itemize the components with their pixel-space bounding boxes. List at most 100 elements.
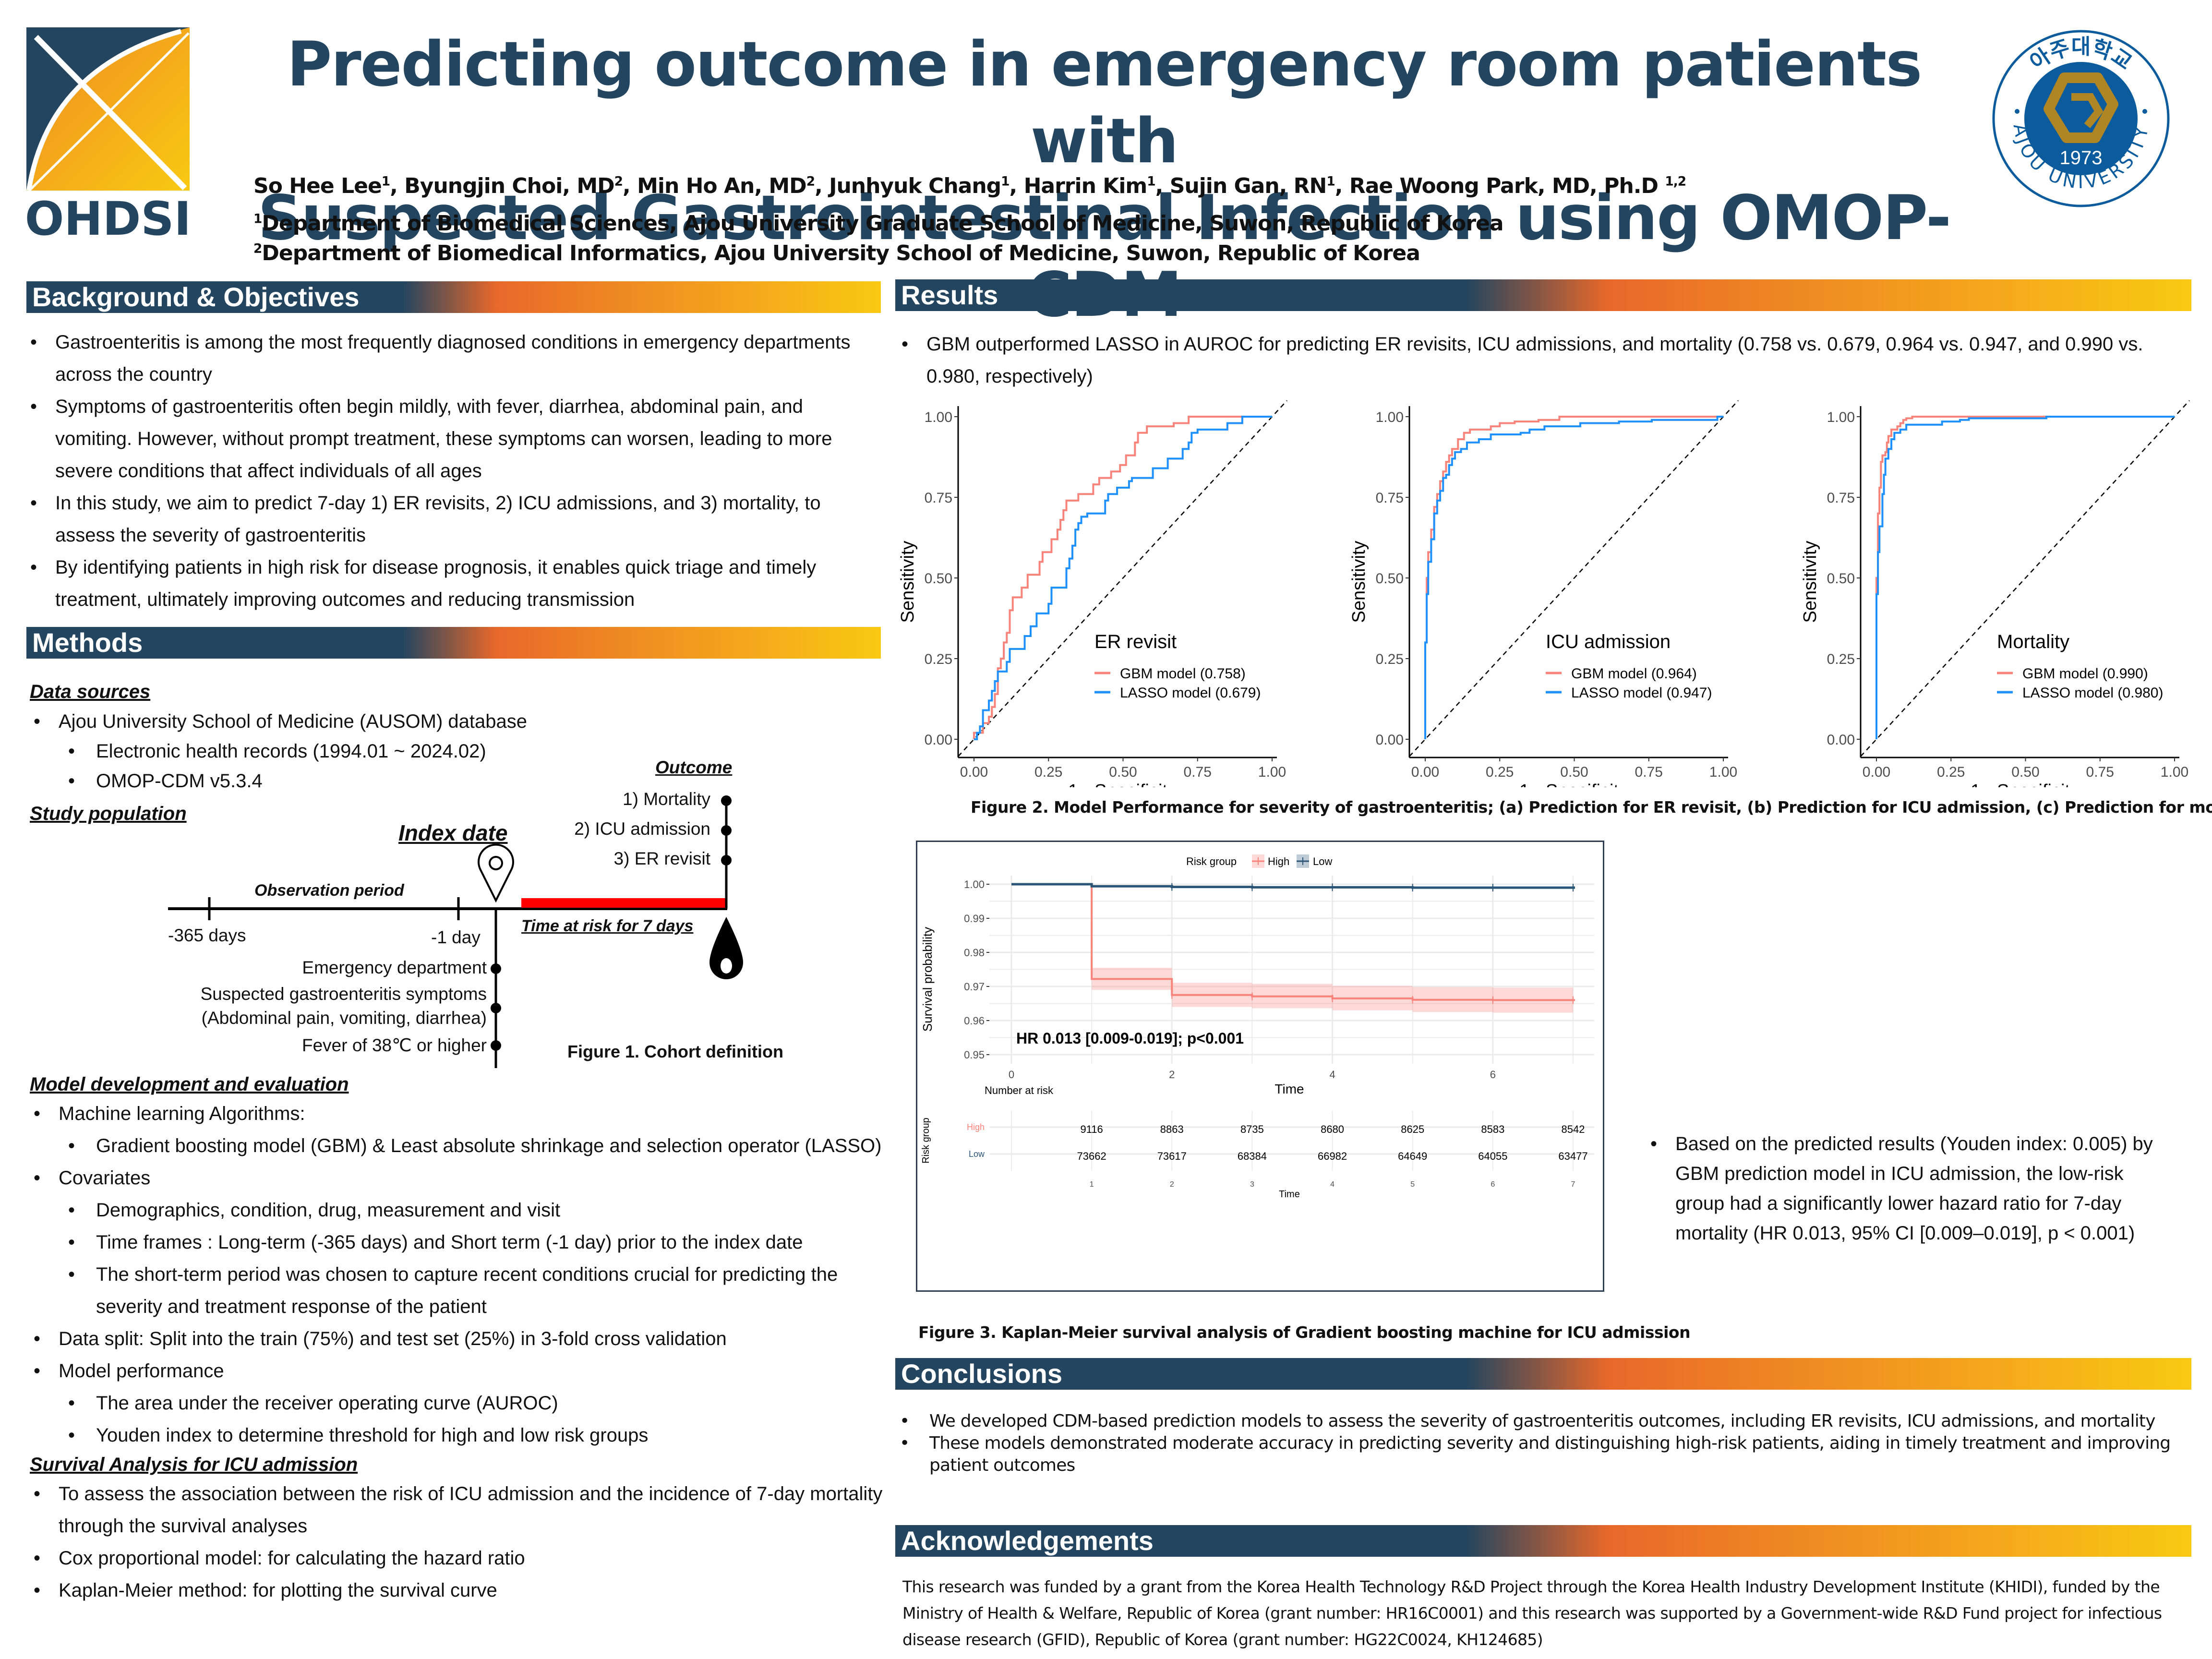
criteria-dot <box>491 1040 501 1051</box>
time-at-risk-bar <box>521 898 725 908</box>
time-at-risk-label: Time at risk for 7 days <box>521 917 694 935</box>
y-tick-label: 1.00 <box>925 409 952 425</box>
data-sources-section: Data sources Ajou University School of M… <box>30 677 884 829</box>
model-development-item: Machine learning Algorithms: <box>30 1098 884 1130</box>
x-tick-label: 1.00 <box>1709 764 1737 780</box>
survival-bullet: Cox proportional model: for calculating … <box>30 1542 884 1575</box>
ajou-university-seal-icon: 1973 아주대학교 AJOU UNIVERSITY <box>1992 30 2170 207</box>
location-pin-icon <box>478 843 514 903</box>
conclusions-bullets: We developed CDM-based prediction models… <box>896 1410 2192 1477</box>
risk-table-value: 73617 <box>1157 1150 1187 1162</box>
km-result-bullet: Based on the predicted results (Youden i… <box>1647 1129 2170 1248</box>
x-tick-label: 0.75 <box>1635 764 1663 780</box>
y-tick-label: 0.25 <box>1376 651 1404 667</box>
reference-diagonal <box>958 400 1287 757</box>
km-legend-label-low: Low <box>1313 855 1332 867</box>
ohdsi-logo-text: OHDSI <box>26 192 191 239</box>
data-source-bullet: Ajou University School of Medicine (AUSO… <box>30 707 884 736</box>
x-tick-label: 1.00 <box>2161 764 2188 780</box>
survival-bullet: Kaplan-Meier method: for plotting the su… <box>30 1575 884 1607</box>
figure-3-caption: Figure 3. Kaplan-Meier survival analysis… <box>918 1323 1691 1342</box>
model-development-section: Model development and evaluation Machine… <box>30 1071 884 1607</box>
risk-table-value: 8583 <box>1481 1123 1504 1135</box>
y-tick-label: 0.25 <box>1827 651 1855 667</box>
km-y-tick-label: 0.97 <box>964 981 985 993</box>
y-tick-label: 0.50 <box>925 571 952 587</box>
results-heading: Results <box>895 279 2191 311</box>
model-development-item: Time frames : Long-term (-365 days) and … <box>30 1226 884 1259</box>
criteria-label: Fever of 38℃ or higher <box>301 1035 487 1055</box>
risk-table-value: 8625 <box>1401 1123 1424 1135</box>
outcome-dot <box>721 825 732 836</box>
conclusion-bullet: These models demonstrated moderate accur… <box>896 1432 2192 1477</box>
risk-table-title: Number at risk <box>985 1084 1054 1096</box>
conclusion-bullet: We developed CDM-based prediction models… <box>896 1410 2192 1432</box>
seal-year: 1973 <box>2060 147 2103 168</box>
outcome-label: 3) ER revisit <box>613 849 710 868</box>
y-tick-label: 0.00 <box>925 732 952 748</box>
km-x-tick-label: 0 <box>1009 1069 1014 1081</box>
legend-label: LASSO model (0.679) <box>1120 685 1261 701</box>
data-source-sub: Electronic health records (1994.01 ~ 202… <box>30 736 884 766</box>
ohdsi-logo: OHDSI <box>25 27 192 246</box>
risk-table-x-tick: 1 <box>1090 1180 1094 1189</box>
criteria-dot <box>491 1003 501 1013</box>
survival-analysis-title: Survival Analysis for ICU admission <box>30 1454 358 1475</box>
ajou-university-logo: 1973 아주대학교 AJOU UNIVERSITY <box>1987 25 2175 212</box>
outcome-label: 1) Mortality <box>623 789 710 809</box>
roc-chart-er-revisit: 0.00 0.00 0.25 0.25 0.50 0.50 0.75 0.75 1.00 1.00… <box>890 394 1298 801</box>
title-line-1: Predicting outcome in emergency room pat… <box>287 29 1923 177</box>
author: Junhyuk Chang1 <box>829 174 1010 198</box>
drop-icon <box>709 917 743 979</box>
reference-diagonal <box>1409 400 1739 757</box>
model-development-list: Machine learning Algorithms:Gradient boo… <box>30 1098 884 1452</box>
y-tick-label: 0.75 <box>1376 490 1404 506</box>
observation-period-label: Observation period <box>254 881 404 900</box>
y-tick-label: 0.25 <box>925 651 952 667</box>
outcome-label: 2) ICU admission <box>574 819 710 839</box>
risk-table-group-label: Low <box>969 1149 985 1159</box>
author: Min Ho An, MD2 <box>637 174 815 198</box>
risk-table-x-label: Time <box>1279 1189 1300 1200</box>
background-bullet: By identifying patients in high risk for… <box>26 552 881 616</box>
y-axis-label: Sensitivity <box>1800 541 1820 623</box>
index-date-label: Index date <box>398 820 508 845</box>
x-axis-label: 1 - Specificity <box>1519 781 1628 787</box>
background-bullet: Symptoms of gastroenteritis often begin … <box>26 391 881 487</box>
model-development-item: The short-term period was chosen to capt… <box>30 1259 884 1323</box>
model-development-item: Data split: Split into the train (75%) a… <box>30 1323 884 1355</box>
lasso-roc-curve <box>1424 416 1723 739</box>
km-x-tick-label: 2 <box>1169 1069 1175 1081</box>
x-tick-label: 0.25 <box>1486 764 1514 780</box>
affiliation-1: 1Department of Biomedical Sciences, Ajou… <box>253 211 1504 236</box>
author: Byungjin Choi, MD2 <box>404 174 623 198</box>
conclusions-heading: Conclusions <box>895 1358 2191 1390</box>
risk-table-x-tick: 5 <box>1410 1180 1415 1189</box>
background-bullets: Gastroenteritis is among the most freque… <box>26 326 881 616</box>
risk-table-value: 68384 <box>1238 1150 1267 1162</box>
roc-svg: 0.00 0.00 0.25 0.25 0.50 0.50 0.75 0.75 1.00 1.00… <box>898 400 1287 801</box>
author: Harrin Kim1 <box>1023 174 1156 198</box>
risk-table-value: 9116 <box>1080 1123 1103 1135</box>
risk-table-value: 64055 <box>1478 1150 1507 1162</box>
km-y-tick-label: 1.00 <box>964 878 985 890</box>
risk-table-x-tick: 7 <box>1571 1180 1575 1189</box>
km-y-axis-label: Survival probability <box>920 927 935 1032</box>
affiliation-2: 2Department of Biomedical Informatics, A… <box>253 241 1420 265</box>
x-tick-label: 1.00 <box>1258 764 1286 780</box>
risk-table-value: 8863 <box>1160 1123 1184 1135</box>
risk-table-x-tick: 6 <box>1491 1180 1495 1189</box>
outcome-title: Outcome <box>655 757 733 777</box>
minus-1-day-label: -1 day <box>431 927 481 947</box>
model-development-item: Gradient boosting model (GBM) & Least ab… <box>30 1130 884 1162</box>
km-legend-label-high: High <box>1268 855 1289 867</box>
y-axis-label: Sensitivity <box>898 541 918 623</box>
y-axis-label: Sensitivity <box>1349 541 1369 623</box>
risk-table-value: 8542 <box>1562 1123 1585 1135</box>
cohort-definition-figure: Outcome 1) Mortality 2) ICU admission 3)… <box>158 749 797 1075</box>
results-bullet: GBM outperformed LASSO in AUROC for pred… <box>898 328 2194 393</box>
risk-table-value: 63477 <box>1558 1150 1587 1162</box>
x-tick-label: 0.50 <box>2011 764 2039 780</box>
km-legend-title: Risk group <box>1186 855 1237 867</box>
y-tick-label: 0.00 <box>1376 732 1404 748</box>
